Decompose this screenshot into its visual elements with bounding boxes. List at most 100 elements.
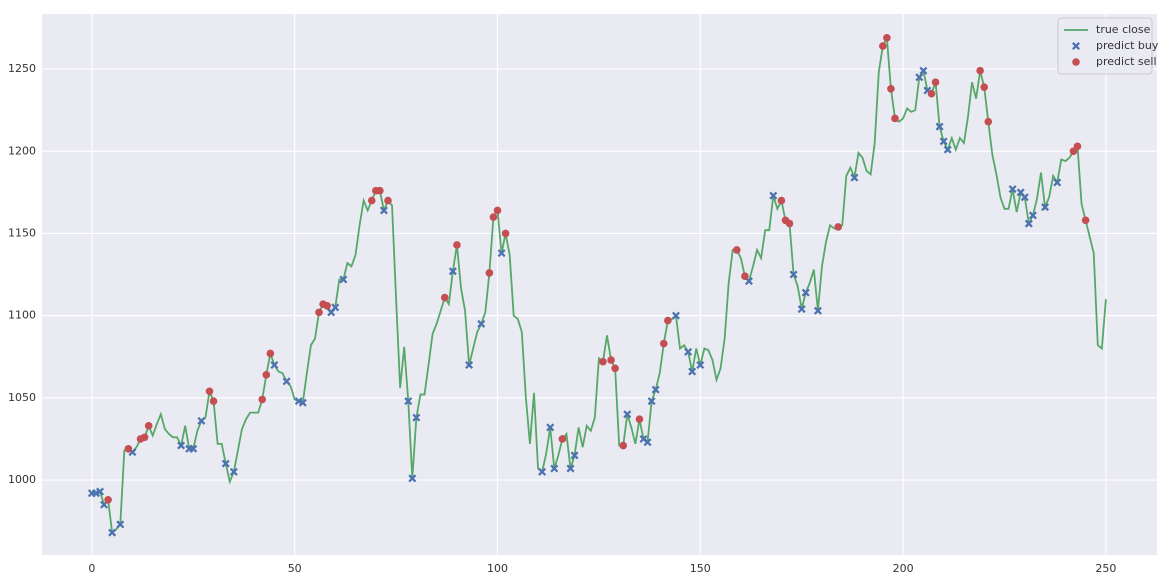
sell-marker	[140, 433, 149, 442]
buy-marker	[339, 275, 348, 284]
buy-marker	[550, 464, 559, 473]
buy-marker	[850, 173, 859, 182]
plot-area	[42, 14, 1157, 555]
sell-marker	[976, 66, 984, 75]
buy-marker	[643, 438, 652, 447]
grid	[42, 14, 1157, 555]
buy-marker	[229, 467, 238, 476]
sell-marker	[927, 89, 936, 98]
sell-marker	[209, 397, 218, 405]
sell-marker	[659, 339, 668, 348]
sell-marker	[635, 415, 644, 424]
buy-marker	[1028, 211, 1037, 220]
buy-marker	[465, 360, 474, 369]
sell-marker	[384, 196, 392, 205]
x-tick-label: 200	[893, 562, 914, 575]
buy-marker	[696, 360, 705, 369]
buy-marker	[270, 360, 279, 369]
sell-marker	[205, 387, 214, 396]
sell-marker	[1073, 142, 1082, 151]
sell-marker	[741, 272, 749, 280]
buy-marker	[684, 347, 693, 356]
sell-marker	[485, 269, 494, 277]
sell-marker	[834, 223, 842, 231]
buy-marker	[915, 73, 924, 82]
sell-marker	[664, 316, 672, 325]
legend-box	[1057, 17, 1153, 75]
x-tick-label: 250	[1095, 562, 1116, 575]
sell-marker	[315, 308, 323, 317]
close-line	[91, 34, 1107, 535]
sell-marker	[440, 293, 449, 302]
sell-marker	[785, 219, 794, 228]
buy-marker	[96, 487, 105, 496]
buy-marker	[177, 441, 186, 450]
sell-marker	[376, 186, 384, 195]
buy-marker	[408, 474, 417, 483]
buy-marker	[943, 145, 952, 154]
x-tick-label: 100	[487, 562, 508, 575]
sell-marker	[599, 357, 607, 366]
legend-label: predict buy	[1096, 39, 1159, 52]
sell-marker	[104, 495, 112, 504]
sell-marker	[887, 84, 895, 93]
buy-marker	[566, 464, 575, 473]
legend-label: predict sell	[1096, 55, 1157, 68]
sell-marker	[732, 246, 741, 254]
buy-marker	[221, 459, 230, 468]
buy-marker	[538, 467, 547, 476]
buy-marker	[801, 288, 810, 297]
sell-marker	[501, 229, 510, 238]
buy-marker	[651, 385, 660, 394]
sell-marker	[1081, 216, 1090, 225]
buy-marker	[108, 528, 117, 537]
sell-marker	[258, 395, 267, 404]
buy-marker	[1008, 185, 1017, 194]
buy-marker	[1024, 219, 1033, 228]
buy-marker	[412, 413, 421, 422]
buy-marker	[647, 397, 656, 406]
sell-marker	[611, 364, 619, 373]
x-tick-label: 0	[88, 562, 95, 575]
y-tick-label: 1000	[8, 473, 36, 486]
legend-symbol	[1072, 42, 1080, 50]
buy-marker	[197, 416, 206, 425]
sell-marker	[891, 114, 899, 123]
sell-marker	[980, 83, 989, 91]
sell-marker	[607, 356, 615, 364]
buy-marker	[919, 66, 928, 75]
y-tick-label: 1050	[8, 391, 36, 404]
buy-marker	[688, 367, 697, 376]
buy-marker	[282, 377, 291, 386]
sell-marker	[879, 42, 887, 50]
x-tick-label: 50	[288, 562, 302, 575]
buy-marker	[116, 520, 125, 529]
sell-marker	[262, 371, 271, 379]
y-tick-label: 1150	[8, 226, 36, 239]
sell-marker	[453, 241, 461, 249]
buy-marker	[404, 397, 413, 406]
sell-marker	[984, 117, 993, 126]
sell-marker	[323, 301, 331, 310]
buy-marker	[769, 191, 778, 200]
buy-marker	[570, 451, 579, 460]
sell-marker	[558, 435, 567, 443]
x-tick-label: 150	[690, 562, 711, 575]
buy-marker	[1053, 178, 1062, 187]
buy-marker	[939, 137, 948, 146]
y-tick-label: 1100	[8, 309, 36, 322]
buy-marker	[671, 311, 680, 320]
y-tick-label: 1250	[8, 62, 36, 75]
legend-label: true close	[1096, 23, 1151, 36]
buy-marker	[1041, 203, 1050, 212]
sell-marker	[493, 206, 502, 215]
buy-marker	[477, 319, 486, 328]
buy-marker	[379, 206, 388, 215]
sell-marker	[367, 196, 376, 205]
sell-marker	[619, 441, 628, 450]
sell-marker	[883, 34, 891, 42]
buy-marker	[789, 270, 798, 279]
marks	[87, 34, 1107, 537]
sell-marker	[777, 196, 786, 205]
